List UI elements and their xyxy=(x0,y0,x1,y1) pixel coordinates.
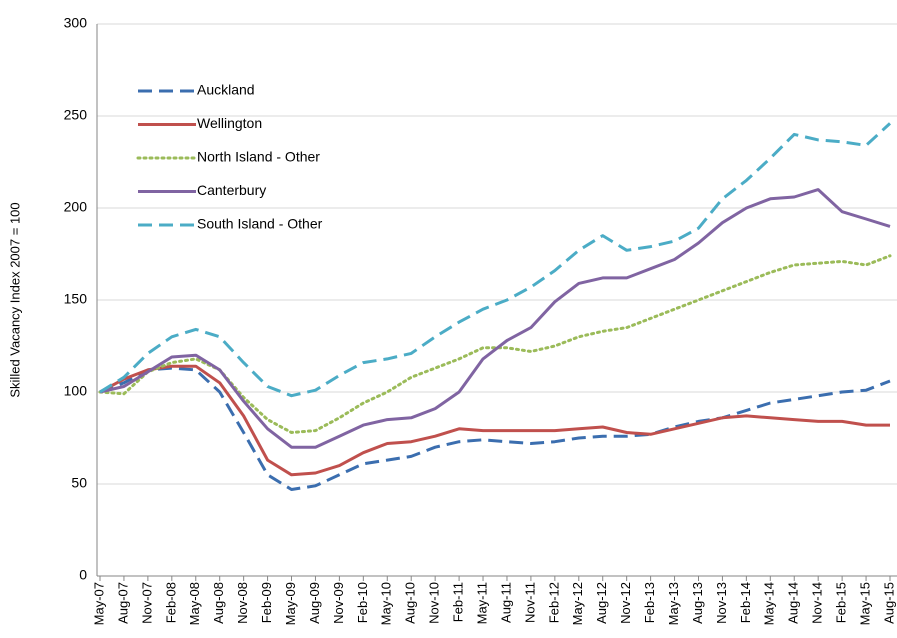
x-tick-label: Feb-10 xyxy=(355,582,370,623)
x-tick-label: May-12 xyxy=(570,582,585,625)
legend-label: Wellington xyxy=(197,115,262,131)
x-tick-label: Feb-15 xyxy=(834,582,849,623)
series-line xyxy=(98,254,892,434)
y-tick-label: 300 xyxy=(64,15,88,31)
x-tick-label: Feb-14 xyxy=(738,582,753,623)
legend-label: South Island - Other xyxy=(197,216,323,232)
x-tick-label: May-07 xyxy=(91,582,106,625)
x-tick-label: Feb-09 xyxy=(259,582,274,623)
x-tick-label: Nov-08 xyxy=(235,582,250,624)
x-tick-label: Nov-09 xyxy=(331,582,346,624)
x-tick-label: Aug-14 xyxy=(786,582,801,624)
y-axis-label: Skilled Vacancy Index 2007 = 100 xyxy=(7,202,22,397)
x-tick-label: Aug-08 xyxy=(211,582,226,624)
y-tick-label: 150 xyxy=(64,291,88,307)
x-tick-label: Aug-10 xyxy=(403,582,418,624)
x-tick-label: Nov-12 xyxy=(618,582,633,624)
legend-label: Canterbury xyxy=(197,182,266,198)
x-tick-label: Nov-07 xyxy=(139,582,154,624)
x-tick-label: Feb-13 xyxy=(642,582,657,623)
series-line xyxy=(99,122,892,398)
legend-label: North Island - Other xyxy=(197,149,320,165)
x-tick-label: Aug-09 xyxy=(307,582,322,624)
x-tick-label: Nov-13 xyxy=(714,582,729,624)
x-tick-label: May-09 xyxy=(283,582,298,625)
series-line xyxy=(99,364,890,477)
y-tick-label: 250 xyxy=(64,107,88,123)
x-tick-label: May-11 xyxy=(474,582,489,624)
x-tick-label: May-13 xyxy=(666,582,681,625)
x-tick-label: Feb-08 xyxy=(163,582,178,623)
x-tick-label: Nov-10 xyxy=(427,582,442,624)
x-tick-label: May-14 xyxy=(762,582,777,625)
x-tick-label: May-08 xyxy=(187,582,202,625)
x-tick-label: Nov-14 xyxy=(810,582,825,624)
y-tick-label: 0 xyxy=(79,567,87,583)
x-tick-label: May-10 xyxy=(379,582,394,625)
x-tick-label: Aug-12 xyxy=(594,582,609,624)
y-tick-label: 50 xyxy=(71,475,87,491)
x-tick-label: Aug-11 xyxy=(498,582,513,623)
x-tick-label: May-15 xyxy=(857,582,872,625)
x-tick-label: Feb-11 xyxy=(451,582,466,622)
x-tick-label: Aug-15 xyxy=(881,582,896,624)
series-line xyxy=(99,366,891,491)
y-tick-label: 200 xyxy=(64,199,88,215)
y-tick-label: 100 xyxy=(64,383,88,399)
legend-label: Auckland xyxy=(197,82,255,98)
x-tick-label: Nov-11 xyxy=(522,582,537,623)
series-line xyxy=(99,188,891,449)
x-tick-label: Aug-07 xyxy=(115,582,130,624)
x-tick-label: Feb-12 xyxy=(546,582,561,623)
x-tick-label: Aug-13 xyxy=(690,582,705,624)
